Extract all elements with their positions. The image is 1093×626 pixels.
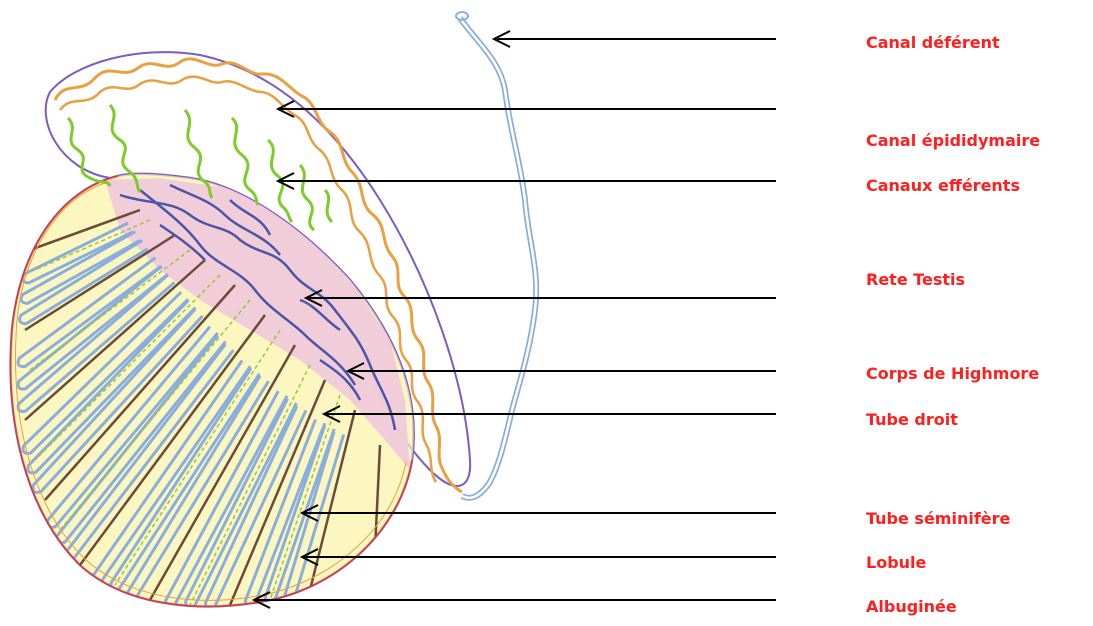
seminiferous-tube-loop — [16, 265, 169, 391]
label-canal-deferent: Canal déférent — [866, 33, 1000, 52]
septal-vessels — [29, 219, 341, 606]
vas-deferens — [457, 16, 540, 501]
seminiferous-tube-loop — [203, 405, 308, 607]
epididymal-duct — [53, 57, 463, 494]
arrowhead-tube-seminifere — [299, 504, 319, 522]
seminiferous-tube-loop — [26, 299, 197, 475]
vas-deferens-end — [455, 11, 469, 21]
albuginea-inner-edge — [15, 181, 407, 601]
label-lobule: Lobule — [866, 553, 927, 572]
arrowhead-corps-de-highmore — [345, 362, 365, 380]
seminiferous-tube-loop — [19, 230, 141, 305]
arrowhead-canaux-efferents — [275, 172, 295, 190]
arrowhead-albuginee — [251, 591, 271, 609]
seminiferous-tube-loop — [16, 256, 163, 369]
vas-deferens-lumen — [458, 17, 538, 500]
label-corps-de-highmore: Corps de Highmore — [866, 364, 1040, 383]
albuginea-edge — [9, 175, 413, 608]
label-tube-seminifere: Tube séminifère — [866, 509, 1011, 528]
septa — [24, 208, 382, 606]
rete-testis-network — [119, 183, 397, 431]
label-canaux-efferents: Canaux efférents — [866, 176, 1020, 195]
label-canal-epididymaire: Canal épididymaire — [866, 131, 1041, 150]
label-albuginee: Albuginée — [866, 597, 957, 616]
label-rete-testis: Rete Testis — [866, 270, 966, 289]
seminiferous-tube-loop — [21, 290, 190, 455]
arrowhead-canal-deferent — [491, 30, 511, 48]
label-tube-droit: Tube droit — [866, 410, 958, 429]
seminiferous-tube-loop — [18, 239, 149, 326]
arrowhead-rete-testis — [303, 289, 323, 307]
epididymal-duct-inner — [59, 75, 438, 483]
pointer-arrows — [251, 30, 776, 609]
efferent-ducts — [66, 103, 334, 232]
arrowhead-canal-epididymaire — [275, 100, 295, 118]
arrowhead-tube-droit — [321, 405, 341, 423]
arrowhead-lobule — [299, 548, 319, 566]
